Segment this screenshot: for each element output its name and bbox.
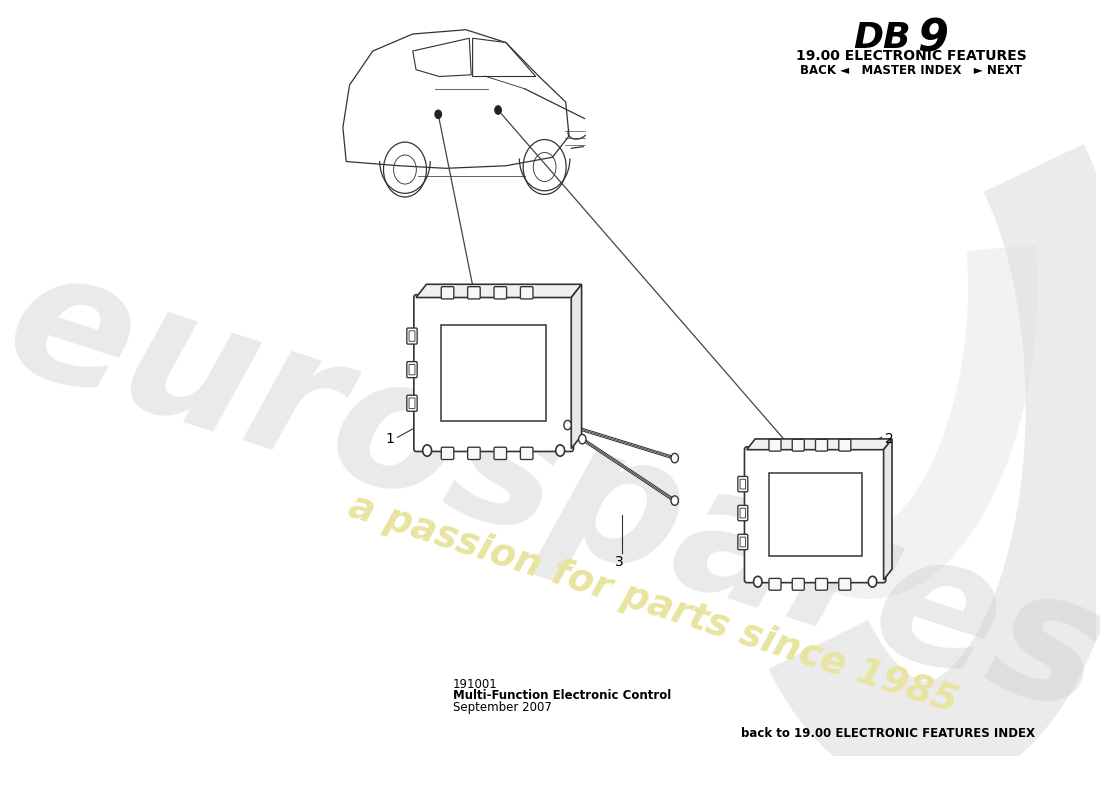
FancyBboxPatch shape xyxy=(738,506,748,521)
FancyBboxPatch shape xyxy=(769,578,781,590)
FancyBboxPatch shape xyxy=(520,286,534,299)
Circle shape xyxy=(434,110,441,118)
Text: eurospares: eurospares xyxy=(0,231,1100,751)
FancyBboxPatch shape xyxy=(740,537,746,547)
FancyBboxPatch shape xyxy=(839,578,850,590)
Circle shape xyxy=(564,420,571,430)
Circle shape xyxy=(556,445,564,456)
FancyBboxPatch shape xyxy=(407,362,417,378)
Polygon shape xyxy=(883,439,892,580)
Text: 9: 9 xyxy=(917,17,948,60)
FancyBboxPatch shape xyxy=(792,578,804,590)
Text: 2: 2 xyxy=(884,432,893,446)
FancyBboxPatch shape xyxy=(494,286,507,299)
Circle shape xyxy=(422,445,431,456)
Polygon shape xyxy=(571,284,582,449)
FancyBboxPatch shape xyxy=(468,286,481,299)
Text: DB: DB xyxy=(854,21,911,54)
FancyBboxPatch shape xyxy=(740,479,746,489)
FancyBboxPatch shape xyxy=(441,325,547,422)
Text: 191001: 191001 xyxy=(453,678,498,691)
Circle shape xyxy=(495,106,502,114)
Circle shape xyxy=(671,496,679,506)
FancyBboxPatch shape xyxy=(738,477,748,492)
Text: a passion for parts since 1985: a passion for parts since 1985 xyxy=(343,489,961,720)
FancyBboxPatch shape xyxy=(468,447,481,459)
Circle shape xyxy=(868,576,877,587)
FancyBboxPatch shape xyxy=(839,439,850,451)
FancyBboxPatch shape xyxy=(740,508,746,518)
FancyBboxPatch shape xyxy=(409,365,415,375)
Circle shape xyxy=(579,434,586,444)
Polygon shape xyxy=(416,284,582,298)
FancyBboxPatch shape xyxy=(409,398,415,409)
Text: 1: 1 xyxy=(386,432,395,446)
Text: 19.00 ELECTRONIC FEATURES: 19.00 ELECTRONIC FEATURES xyxy=(795,49,1026,63)
FancyBboxPatch shape xyxy=(441,286,454,299)
FancyBboxPatch shape xyxy=(815,439,827,451)
FancyBboxPatch shape xyxy=(409,331,415,342)
FancyBboxPatch shape xyxy=(745,447,886,582)
FancyBboxPatch shape xyxy=(407,328,417,344)
FancyBboxPatch shape xyxy=(414,294,573,451)
Text: Multi-Function Electronic Control: Multi-Function Electronic Control xyxy=(453,690,671,702)
FancyBboxPatch shape xyxy=(494,447,507,459)
FancyBboxPatch shape xyxy=(792,439,804,451)
FancyBboxPatch shape xyxy=(738,534,748,550)
FancyBboxPatch shape xyxy=(815,578,827,590)
Text: BACK ◄   MASTER INDEX   ► NEXT: BACK ◄ MASTER INDEX ► NEXT xyxy=(800,64,1022,78)
Text: September 2007: September 2007 xyxy=(453,701,552,714)
FancyBboxPatch shape xyxy=(769,439,781,451)
Circle shape xyxy=(754,576,762,587)
Text: 3: 3 xyxy=(615,555,624,569)
FancyBboxPatch shape xyxy=(520,447,534,459)
FancyBboxPatch shape xyxy=(407,395,417,411)
Polygon shape xyxy=(747,439,892,450)
Text: back to 19.00 ELECTRONIC FEATURES INDEX: back to 19.00 ELECTRONIC FEATURES INDEX xyxy=(741,727,1035,740)
FancyBboxPatch shape xyxy=(441,447,454,459)
FancyBboxPatch shape xyxy=(769,473,861,556)
Circle shape xyxy=(671,454,679,463)
